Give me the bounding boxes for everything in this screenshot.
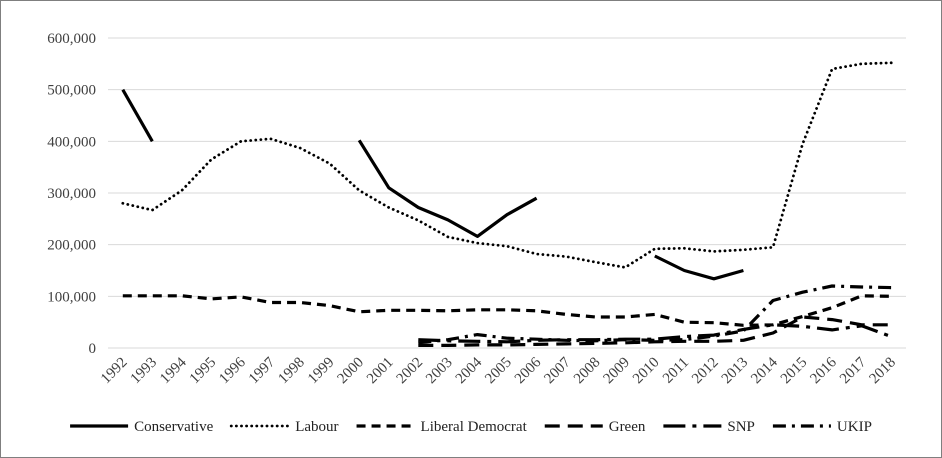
series-line-conservative xyxy=(357,139,538,238)
legend-label: Green xyxy=(609,419,646,435)
x-tick-label: 2015 xyxy=(778,355,811,388)
series-line-ukip xyxy=(418,284,892,345)
y-tick-label: 200,000 xyxy=(47,238,96,254)
x-tick-label: 2017 xyxy=(837,354,870,387)
series-line-labour xyxy=(121,61,893,269)
x-tick-label: 2011 xyxy=(660,355,692,387)
legend-label: Liberal Democrat xyxy=(421,419,528,435)
legend-label: Conservative xyxy=(134,419,213,435)
x-tick-label: 2000 xyxy=(335,355,368,388)
series-line-liberal-democrat xyxy=(122,294,892,327)
x-tick-label: 2004 xyxy=(453,354,486,387)
x-tick-label: 2006 xyxy=(512,354,545,387)
x-tick-label: 2002 xyxy=(394,355,427,388)
y-tick-label: 400,000 xyxy=(47,134,96,150)
y-tick-label: 500,000 xyxy=(47,83,96,99)
y-tick-label: 100,000 xyxy=(47,289,96,305)
x-tick-label: 2005 xyxy=(482,355,515,388)
y-axis-ticks: 0 100,000 200,000 300,000 400,000 500,000 600,… xyxy=(47,31,96,357)
series-line-conservative xyxy=(654,254,744,281)
x-tick-label: 2008 xyxy=(571,355,604,388)
x-tick-label: 1993 xyxy=(128,355,161,388)
x-tick-label: 2016 xyxy=(807,354,840,387)
series-line-conservative xyxy=(121,88,154,143)
y-tick-label: 0 xyxy=(89,341,97,357)
legend-label: Labour xyxy=(295,419,338,435)
x-tick-label: 1992 xyxy=(98,355,131,388)
y-tick-label: 300,000 xyxy=(47,186,96,202)
x-tick-label: 2001 xyxy=(364,355,397,388)
series-line-snp xyxy=(418,323,892,344)
x-axis-ticks: 1992199319941995199619971998199920002001… xyxy=(98,354,899,387)
x-tick-label: 2012 xyxy=(689,355,722,388)
x-tick-label: 1996 xyxy=(216,354,249,387)
series-lines xyxy=(121,61,893,347)
x-tick-label: 2007 xyxy=(541,354,574,387)
legend: Conservative Labour Liberal Democrat Green S… xyxy=(70,419,872,435)
x-tick-label: 2013 xyxy=(719,355,752,388)
series-line-green xyxy=(418,315,892,347)
x-tick-label: 1998 xyxy=(275,355,308,388)
x-tick-label: 2014 xyxy=(748,354,781,387)
x-tick-label: 1994 xyxy=(157,354,190,387)
gridlines xyxy=(108,37,906,349)
x-tick-label: 1997 xyxy=(246,354,279,387)
x-tick-label: 2010 xyxy=(630,355,663,388)
x-tick-label: 2018 xyxy=(867,355,900,388)
y-tick-label: 600,000 xyxy=(47,31,96,47)
legend-label: SNP xyxy=(727,419,755,435)
x-tick-label: 1999 xyxy=(305,355,338,388)
x-tick-label: 2003 xyxy=(423,355,456,388)
x-tick-label: 1995 xyxy=(187,355,220,388)
x-tick-label: 2009 xyxy=(601,355,634,388)
legend-label: UKIP xyxy=(837,419,872,435)
